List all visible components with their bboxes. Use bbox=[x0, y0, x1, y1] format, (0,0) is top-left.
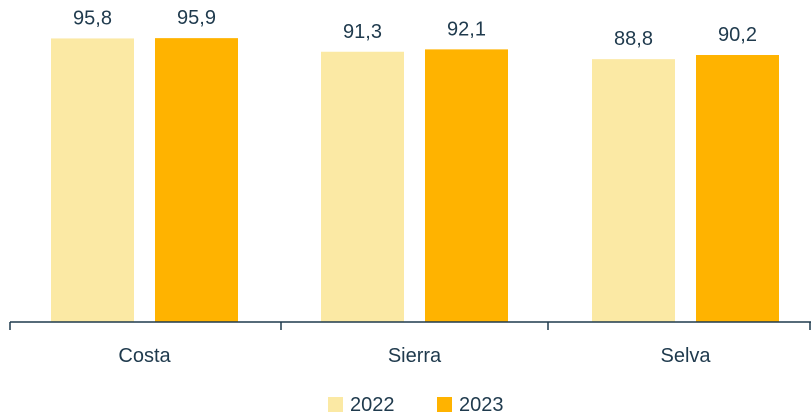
bar-costa-2022 bbox=[51, 38, 134, 322]
legend-label-2023: 2023 bbox=[459, 394, 504, 412]
x-axis-ticks bbox=[9, 322, 811, 330]
bar-selva-2022 bbox=[592, 59, 675, 322]
value-label-selva-2023: 90,2 bbox=[718, 24, 757, 46]
category-label-costa: Costa bbox=[118, 345, 171, 367]
value-label-sierra-2023: 92,1 bbox=[447, 18, 486, 40]
value-label-costa-2022: 95,8 bbox=[73, 7, 112, 29]
value-label-selva-2022: 88,8 bbox=[614, 28, 653, 50]
bar-sierra-2022 bbox=[321, 51, 404, 322]
category-labels-group: Costa Sierra Selva bbox=[118, 345, 711, 367]
bars-group bbox=[51, 38, 779, 323]
value-labels-group: 95,8 95,9 91,3 92,1 88,8 90,2 bbox=[73, 7, 757, 50]
legend-swatch-2023 bbox=[437, 397, 452, 412]
bar-sierra-2023 bbox=[425, 49, 508, 322]
value-label-sierra-2022: 91,3 bbox=[343, 21, 382, 43]
legend: 2022 2023 bbox=[328, 394, 504, 412]
bar-selva-2023 bbox=[696, 55, 779, 323]
bar-costa-2023 bbox=[155, 38, 238, 323]
value-label-costa-2023: 95,9 bbox=[177, 7, 216, 29]
category-label-sierra: Sierra bbox=[388, 345, 442, 367]
legend-label-2022: 2022 bbox=[350, 394, 395, 412]
legend-swatch-2022 bbox=[328, 397, 343, 412]
category-label-selva: Selva bbox=[660, 345, 711, 367]
